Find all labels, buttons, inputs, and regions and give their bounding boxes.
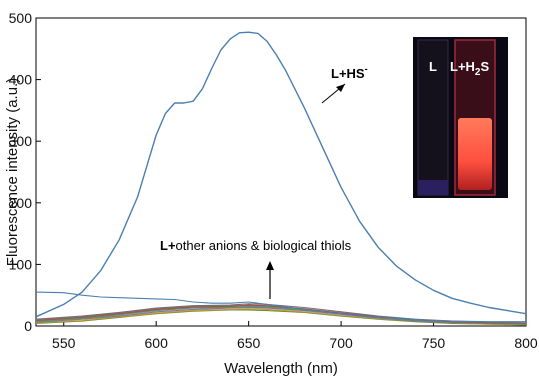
inset-photo: L L+H2S bbox=[413, 37, 508, 198]
y-axis-ticks: 0 100 200 300 400 500 bbox=[9, 10, 41, 334]
y-tick-label: 500 bbox=[9, 10, 33, 26]
x-tick-label: 600 bbox=[145, 335, 169, 351]
series-line-hs bbox=[36, 31, 526, 318]
y-tick-label: 300 bbox=[9, 133, 33, 149]
series-lines bbox=[36, 31, 526, 326]
x-tick-label: 650 bbox=[237, 335, 261, 351]
x-axis-title: Wavelength (nm) bbox=[224, 360, 338, 377]
annotation-others-label: L+other anions & biological thiols bbox=[160, 238, 352, 253]
series-line-other bbox=[36, 291, 526, 323]
y-tick-label: 0 bbox=[24, 318, 32, 334]
annotation-others: L+other anions & biological thiols bbox=[160, 238, 352, 299]
annotation-others-arrowhead bbox=[266, 261, 274, 270]
x-axis-ticks: 550 600 650 700 750 800 bbox=[52, 321, 538, 351]
series-line-other bbox=[36, 305, 526, 325]
series-line-other bbox=[36, 309, 526, 326]
y-tick-label: 100 bbox=[9, 256, 33, 272]
annotation-hs: L+HS- bbox=[321, 64, 368, 104]
y-axis-title: Fluorescence intensity (a.u.) bbox=[4, 78, 21, 266]
inset-label-l: L bbox=[429, 59, 437, 74]
y-tick-label: 400 bbox=[9, 72, 33, 88]
annotation-hs-arrowhead bbox=[336, 84, 345, 92]
vial-right-glow bbox=[458, 118, 492, 190]
y-tick-label: 200 bbox=[9, 195, 33, 211]
x-tick-label: 800 bbox=[514, 335, 538, 351]
vial-left-base bbox=[418, 180, 448, 195]
x-tick-label: 750 bbox=[422, 335, 446, 351]
inset-label-l-h2s: L+H2S bbox=[450, 59, 489, 78]
annotation-hs-label: L+HS- bbox=[331, 64, 368, 81]
series-line-other bbox=[36, 306, 526, 325]
x-tick-label: 550 bbox=[52, 335, 76, 351]
x-tick-label: 700 bbox=[329, 335, 353, 351]
